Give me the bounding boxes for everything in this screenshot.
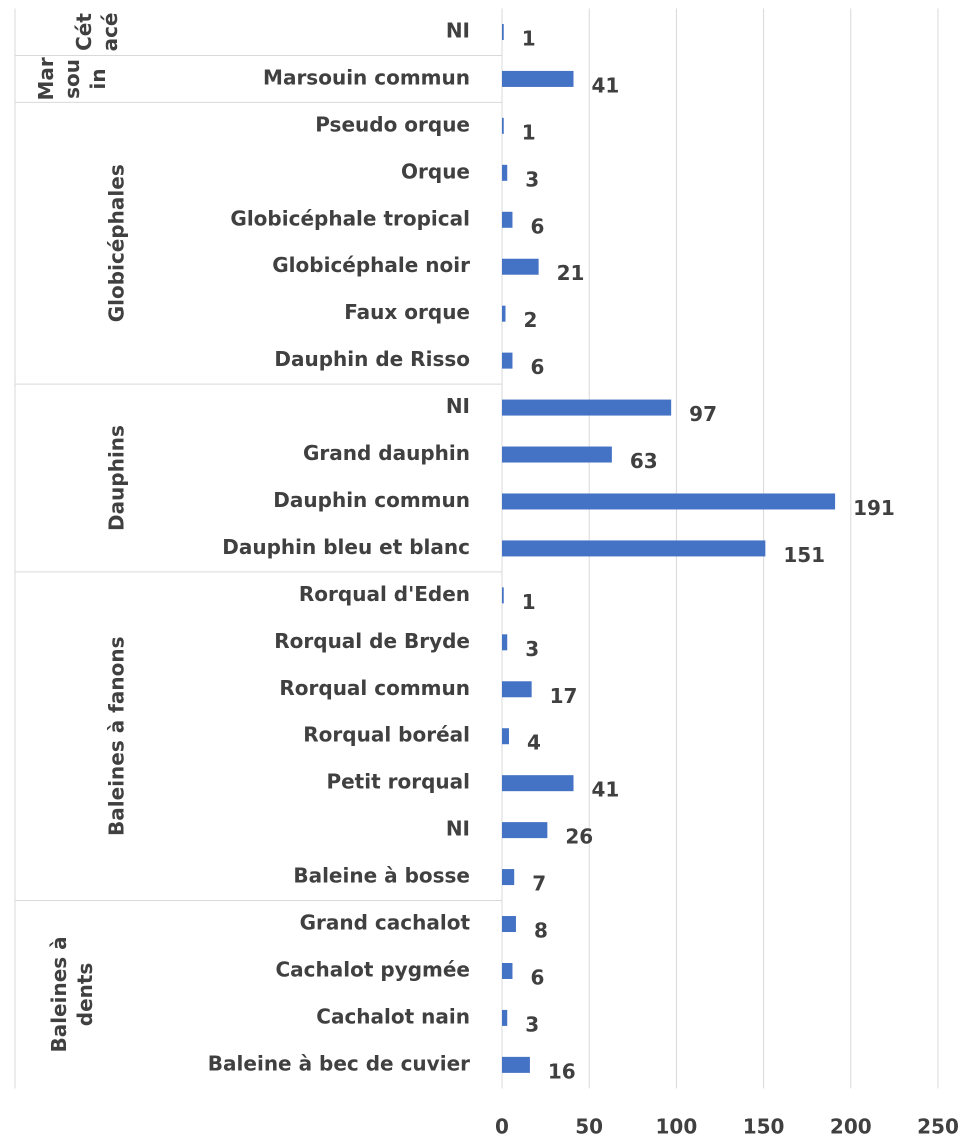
- category-label: Rorqual d'Eden: [299, 582, 470, 606]
- bar: [502, 305, 506, 322]
- category-label: Cachalot pygmée: [275, 957, 470, 981]
- category-label: Dauphin commun: [273, 488, 470, 512]
- category-label: Rorqual commun: [279, 676, 470, 700]
- x-tick-label: 150: [743, 1115, 785, 1139]
- group-label: Mar sou in: [34, 57, 110, 100]
- value-label: 1: [522, 26, 536, 50]
- x-tick-label: 200: [830, 1115, 872, 1139]
- bar: [502, 540, 766, 557]
- bar: [502, 211, 513, 228]
- category-label: Petit rorqual: [326, 770, 470, 794]
- value-label: 6: [530, 965, 544, 989]
- bar: [502, 70, 574, 87]
- category-label: Baleine à bec de cuvier: [208, 1051, 470, 1075]
- bar: [502, 493, 836, 510]
- category-label: Cachalot nain: [316, 1004, 470, 1028]
- category-label: Grand cachalot: [300, 911, 471, 935]
- bar: [502, 352, 513, 369]
- value-label: 63: [630, 449, 658, 473]
- category-label: Orque: [401, 159, 470, 183]
- category-label: NI: [446, 394, 470, 418]
- group-label: Dauphins: [105, 425, 129, 531]
- value-label: 7: [532, 872, 546, 896]
- value-label: 191: [853, 496, 895, 520]
- bar: [502, 634, 508, 651]
- group-label: Baleines à dents: [47, 936, 97, 1052]
- category-label: Dauphin bleu et blanc: [222, 535, 470, 559]
- category-label: Rorqual de Bryde: [274, 629, 470, 653]
- value-label: 21: [557, 261, 585, 285]
- x-tick-label: 0: [495, 1115, 509, 1139]
- group-label: Cét acé: [72, 13, 122, 52]
- bar: [502, 399, 672, 416]
- bar: [502, 164, 508, 181]
- category-label: NI: [446, 18, 470, 42]
- bar: [502, 258, 539, 275]
- group-label: Baleines à fanons: [105, 636, 129, 835]
- bar: [502, 1056, 530, 1073]
- value-label: 97: [689, 402, 717, 426]
- category-label: Marsouin commun: [263, 65, 470, 89]
- value-label: 1: [522, 120, 536, 144]
- bar: [502, 681, 532, 698]
- group-label: Globicéphales: [105, 164, 129, 322]
- value-label: 6: [530, 355, 544, 379]
- value-label: 41: [592, 73, 620, 97]
- bar: [502, 23, 504, 40]
- x-tick-label: 100: [656, 1115, 698, 1139]
- value-label: 2: [523, 308, 537, 332]
- value-label: 41: [592, 778, 620, 802]
- value-label: 4: [527, 731, 541, 755]
- category-label: Dauphin de Risso: [274, 347, 470, 371]
- value-label: 17: [550, 684, 578, 708]
- value-label: 3: [525, 637, 539, 661]
- x-tick-label: 50: [575, 1115, 603, 1139]
- bar: [502, 916, 516, 933]
- bar: [502, 869, 515, 886]
- category-label: Baleine à bosse: [293, 864, 470, 888]
- bar: [502, 587, 504, 604]
- value-label: 16: [548, 1059, 576, 1083]
- value-label: 26: [565, 825, 593, 849]
- bar: [502, 822, 548, 839]
- category-label: Globicéphale tropical: [230, 206, 470, 230]
- bar: [502, 962, 513, 979]
- value-label: 3: [525, 167, 539, 191]
- x-tick-label: 250: [917, 1115, 959, 1139]
- category-label: Rorqual boréal: [303, 723, 470, 747]
- bar: [502, 1009, 508, 1026]
- bar: [502, 775, 574, 792]
- category-label: Globicéphale noir: [272, 253, 470, 277]
- bar: [502, 446, 612, 463]
- bar: [502, 117, 504, 134]
- value-label: 151: [783, 543, 825, 567]
- value-label: 3: [525, 1012, 539, 1036]
- value-label: 1: [522, 590, 536, 614]
- bar: [502, 728, 509, 745]
- category-label: NI: [446, 817, 470, 841]
- category-label: Faux orque: [344, 300, 470, 324]
- value-label: 8: [534, 919, 548, 943]
- category-label: Grand dauphin: [303, 441, 470, 465]
- value-label: 6: [530, 214, 544, 238]
- category-label: Pseudo orque: [315, 112, 470, 136]
